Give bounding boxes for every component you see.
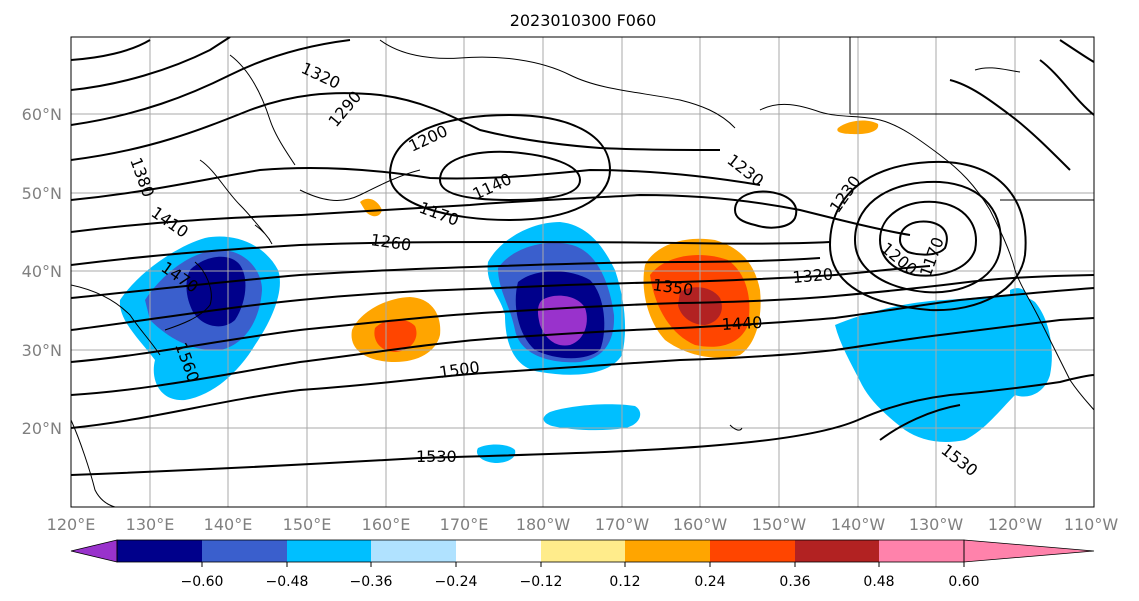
colorbar-box [710,540,795,562]
plot-title: 2023010300 F060 [510,11,657,30]
lon-label: 150°W [752,515,807,534]
colorbar-tick-label: −0.60 [181,574,224,590]
contour-label: 1320 [792,265,834,287]
height-contours [71,37,1094,476]
colorbar-box [795,540,879,562]
lat-label: 60°N [22,105,62,124]
lon-label: 110°W [1064,515,1119,534]
colorbar-tick-label: 0.12 [609,574,640,590]
colorbar-box [202,540,287,562]
colorbar-box [287,540,371,562]
colorbar: −0.60 −0.48 −0.36 −0.24 −0.12 0.12 0.24 … [70,539,1095,590]
colorbar-extend-high [964,540,1094,562]
colorbar-box [456,540,541,562]
lon-label: 170°W [595,515,650,534]
colorbar-tick-label: 0.48 [863,574,894,590]
map-frame [70,36,1095,508]
colorbar-extend-low [71,540,117,562]
coastlines [71,37,1094,507]
lon-label: 160°E [362,515,411,534]
colorbar-tick-label: 0.36 [779,574,810,590]
colorbar-tick-label: 0.24 [694,574,725,590]
colorbar-tick-label: −0.24 [435,574,478,590]
lat-label: 30°N [22,341,62,360]
colorbar-box [541,540,625,562]
contour-label: 1530 [416,447,457,466]
latitude-labels: 20°N 30°N 40°N 50°N 60°N [22,105,62,438]
colorbar-box [117,540,202,562]
lat-label: 40°N [22,262,62,281]
lon-label: 160°W [673,515,728,534]
colorbar-tick-label: 0.60 [948,574,979,590]
colorbar-box [371,540,456,562]
lat-label: 20°N [22,419,62,438]
contour-label: 1440 [721,313,763,334]
lon-label: 140°E [204,515,253,534]
colorbar-tick-label: −0.48 [266,574,309,590]
longitude-labels: 120°E 130°E 140°E 150°E 160°E 170°E 180°… [47,515,1119,534]
lon-label: 140°W [831,515,886,534]
lon-label: 120°E [47,515,96,534]
lon-label: 180°W [516,515,571,534]
colorbar-tick-label: −0.36 [350,574,393,590]
colorbar-box [879,540,964,562]
lat-label: 50°N [22,184,62,203]
lon-label: 130°W [909,515,964,534]
colorbar-tick-label: −0.12 [520,574,563,590]
lon-label: 150°E [283,515,332,534]
lon-label: 170°E [440,515,489,534]
gridlines [71,37,1094,507]
lon-label: 130°E [126,515,175,534]
lon-label: 120°W [988,515,1043,534]
colorbar-box [625,540,710,562]
map-panel [71,37,1094,507]
